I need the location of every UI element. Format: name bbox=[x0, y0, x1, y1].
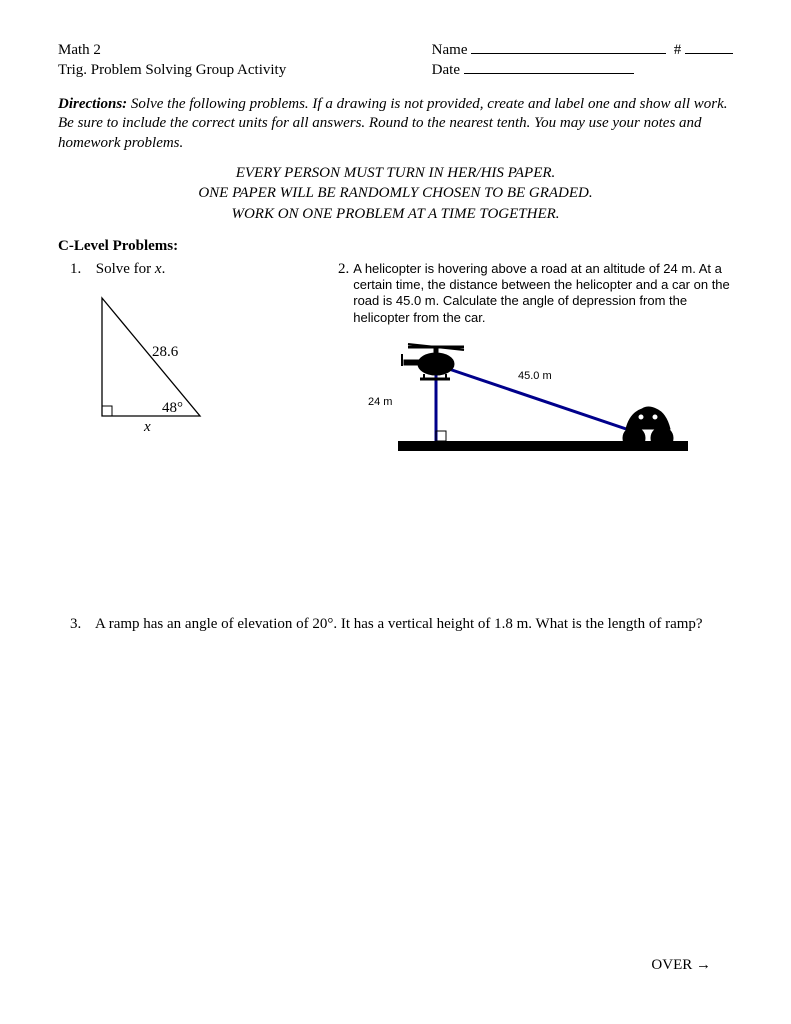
triangle-diagram: 28.6 48° x bbox=[92, 288, 252, 448]
over-footer: OVER → bbox=[651, 957, 711, 974]
hypotenuse-label: 45.0 m bbox=[518, 370, 552, 382]
header-right: Name # Date bbox=[432, 40, 733, 81]
date-line: Date bbox=[432, 60, 733, 80]
problem-1-text-pre: Solve for bbox=[96, 261, 155, 277]
problem-2: 2. A helicopter is hovering above a road… bbox=[338, 261, 733, 456]
worksheet-page: Math 2 Trig. Problem Solving Group Activ… bbox=[0, 0, 791, 1024]
problem-3-number: 3. bbox=[58, 616, 92, 633]
problem-1-prompt: 1. Solve for x. bbox=[58, 261, 338, 278]
header: Math 2 Trig. Problem Solving Group Activ… bbox=[58, 40, 733, 81]
hash-label: # bbox=[674, 42, 682, 58]
problem-1-text-post: . bbox=[162, 261, 166, 277]
helicopter-svg bbox=[368, 336, 698, 456]
problem-3-text: A ramp has an angle of elevation of 20°.… bbox=[95, 616, 703, 632]
triangle-hyp-label: 28.6 bbox=[152, 344, 178, 361]
center-line-2: ONE PAPER WILL BE RANDOMLY CHOSEN TO BE … bbox=[58, 183, 733, 203]
problem-2-text: A helicopter is hovering above a road at… bbox=[353, 261, 733, 326]
triangle-shape bbox=[102, 298, 200, 416]
helicopter-icon bbox=[402, 344, 464, 379]
triangle-svg bbox=[92, 288, 252, 443]
course-subtitle: Trig. Problem Solving Group Activity bbox=[58, 60, 286, 80]
triangle-base-label: x bbox=[144, 419, 151, 436]
helicopter-diagram: 24 m 45.0 m bbox=[368, 336, 698, 456]
date-label: Date bbox=[432, 62, 460, 78]
triangle-angle-label: 48° bbox=[162, 400, 183, 417]
name-label: Name bbox=[432, 42, 468, 58]
directions-text: Solve the following problems. If a drawi… bbox=[58, 96, 728, 151]
directions: Directions: Solve the following problems… bbox=[58, 95, 733, 154]
problem-1: 1. Solve for x. 28.6 48° x bbox=[58, 261, 338, 456]
center-line-3: WORK ON ONE PROBLEM AT A TIME TOGETHER. bbox=[58, 204, 733, 224]
problems-row-1: 1. Solve for x. 28.6 48° x 2. A helicopt… bbox=[58, 261, 733, 456]
right-angle-marker bbox=[102, 406, 112, 416]
center-line-1: EVERY PERSON MUST TURN IN HER/HIS PAPER. bbox=[58, 163, 733, 183]
problem-2-prompt: 2. A helicopter is hovering above a road… bbox=[338, 261, 733, 326]
date-blank bbox=[464, 73, 634, 74]
altitude-label: 24 m bbox=[368, 396, 392, 408]
problem-3: 3. A ramp has an angle of elevation of 2… bbox=[58, 616, 733, 633]
problem-2-number: 2. bbox=[338, 261, 349, 326]
directions-label: Directions: bbox=[58, 96, 127, 112]
name-line: Name # bbox=[432, 40, 733, 60]
hash-blank bbox=[685, 53, 733, 54]
header-left: Math 2 Trig. Problem Solving Group Activ… bbox=[58, 40, 286, 81]
name-blank bbox=[471, 53, 666, 54]
problem-1-var: x bbox=[155, 261, 162, 277]
problem-1-number: 1. bbox=[58, 261, 92, 278]
section-title: C-Level Problems: bbox=[58, 238, 733, 255]
center-notes: EVERY PERSON MUST TURN IN HER/HIS PAPER.… bbox=[58, 163, 733, 224]
course-title: Math 2 bbox=[58, 40, 286, 60]
